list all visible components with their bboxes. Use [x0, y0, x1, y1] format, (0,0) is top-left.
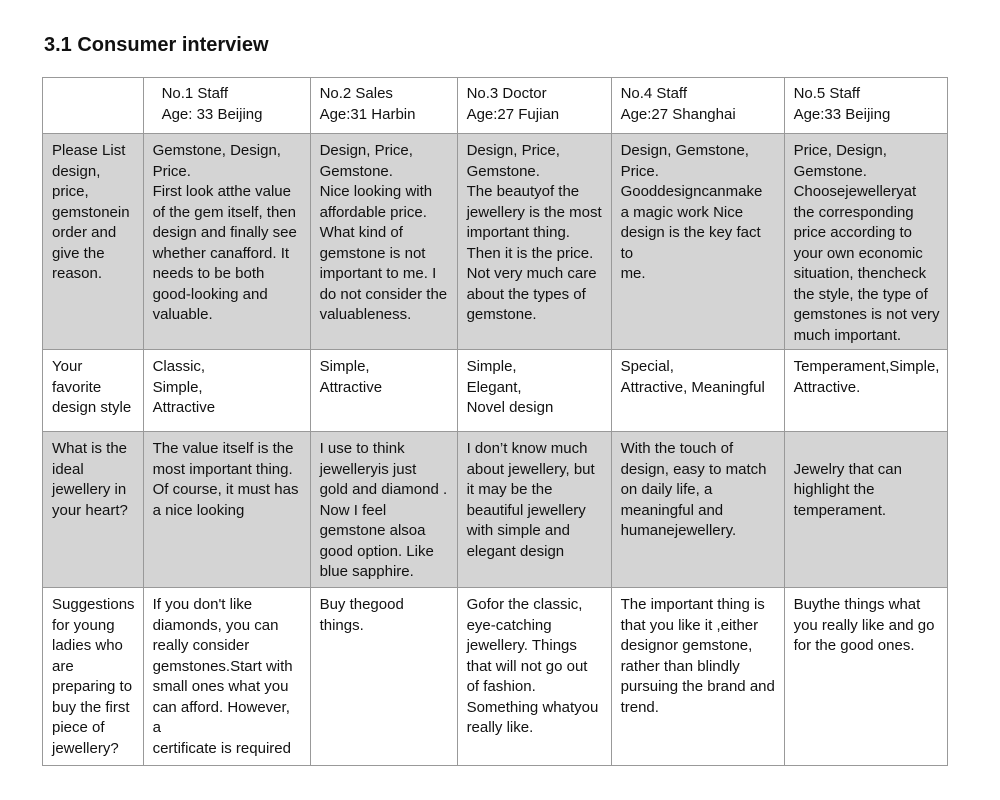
- question-cell: Please List design, price, gemstonein or…: [42, 133, 144, 350]
- answer-cell: The important thing is that you like it …: [610, 587, 785, 766]
- section-title: 3.1 Consumer interview: [44, 34, 269, 56]
- answer-cell: Jewelry that can highlight the temperame…: [783, 431, 949, 588]
- question-cell: Your favorite design style: [42, 349, 144, 432]
- answer-cell: If you don't like diamonds, you can real…: [142, 587, 311, 766]
- answer-cell: I use to think jewelleryis just gold and…: [309, 431, 458, 588]
- answer-cell: With the touch of design, easy to match …: [610, 431, 785, 588]
- answer-cell: Design, Gemstone, Price. Gooddesigncanma…: [610, 133, 785, 350]
- answer-cell: Design, Price, Gemstone. Nice looking wi…: [309, 133, 458, 350]
- answer-cell: Buy thegood things.: [309, 587, 458, 766]
- header-cell-interviewee-2: No.2 Sales Age:31 Harbin: [309, 77, 458, 134]
- answer-cell: I don’t know much about jewellery, but i…: [456, 431, 612, 588]
- answer-cell: Simple, Elegant, Novel design: [456, 349, 612, 432]
- answer-cell: Gofor the classic, eye-catching jeweller…: [456, 587, 612, 766]
- header-cell-interviewee-1: No.1 Staff Age: 33 Beijing: [142, 77, 311, 134]
- header-cell-empty: [42, 77, 144, 134]
- answer-cell: Price, Design, Gemstone. Choosejewellery…: [783, 133, 949, 350]
- table-row: Suggestions for young ladies who are pre…: [42, 587, 949, 766]
- table-row: Your favorite design style Classic, Simp…: [42, 349, 949, 432]
- header-cell-interviewee-5: No.5 Staff Age:33 Beijing: [783, 77, 949, 134]
- answer-cell: Simple, Attractive: [309, 349, 458, 432]
- question-cell: What is the ideal jewellery in your hear…: [42, 431, 144, 588]
- answer-cell: Design, Price, Gemstone. The beautyof th…: [456, 133, 612, 350]
- answer-cell: Buythe things what you really like and g…: [783, 587, 949, 766]
- answer-cell: Special, Attractive, Meaningful: [610, 349, 785, 432]
- header-row: No.1 Staff Age: 33 Beijing No.2 Sales Ag…: [42, 77, 949, 134]
- header-cell-interviewee-4: No.4 Staff Age:27 Shanghai: [610, 77, 785, 134]
- table-row: Please List design, price, gemstonein or…: [42, 133, 949, 350]
- interview-table: No.1 Staff Age: 33 Beijing No.2 Sales Ag…: [42, 77, 949, 766]
- question-cell: Suggestions for young ladies who are pre…: [42, 587, 144, 766]
- answer-cell: Temperament,Simple, Attractive.: [783, 349, 949, 432]
- table-row: What is the ideal jewellery in your hear…: [42, 431, 949, 588]
- answer-cell: Classic, Simple, Attractive: [142, 349, 311, 432]
- answer-cell: Gemstone, Design, Price. First look atth…: [142, 133, 311, 350]
- answer-cell: The value itself is the most important t…: [142, 431, 311, 588]
- header-cell-interviewee-3: No.3 Doctor Age:27 Fujian: [456, 77, 612, 134]
